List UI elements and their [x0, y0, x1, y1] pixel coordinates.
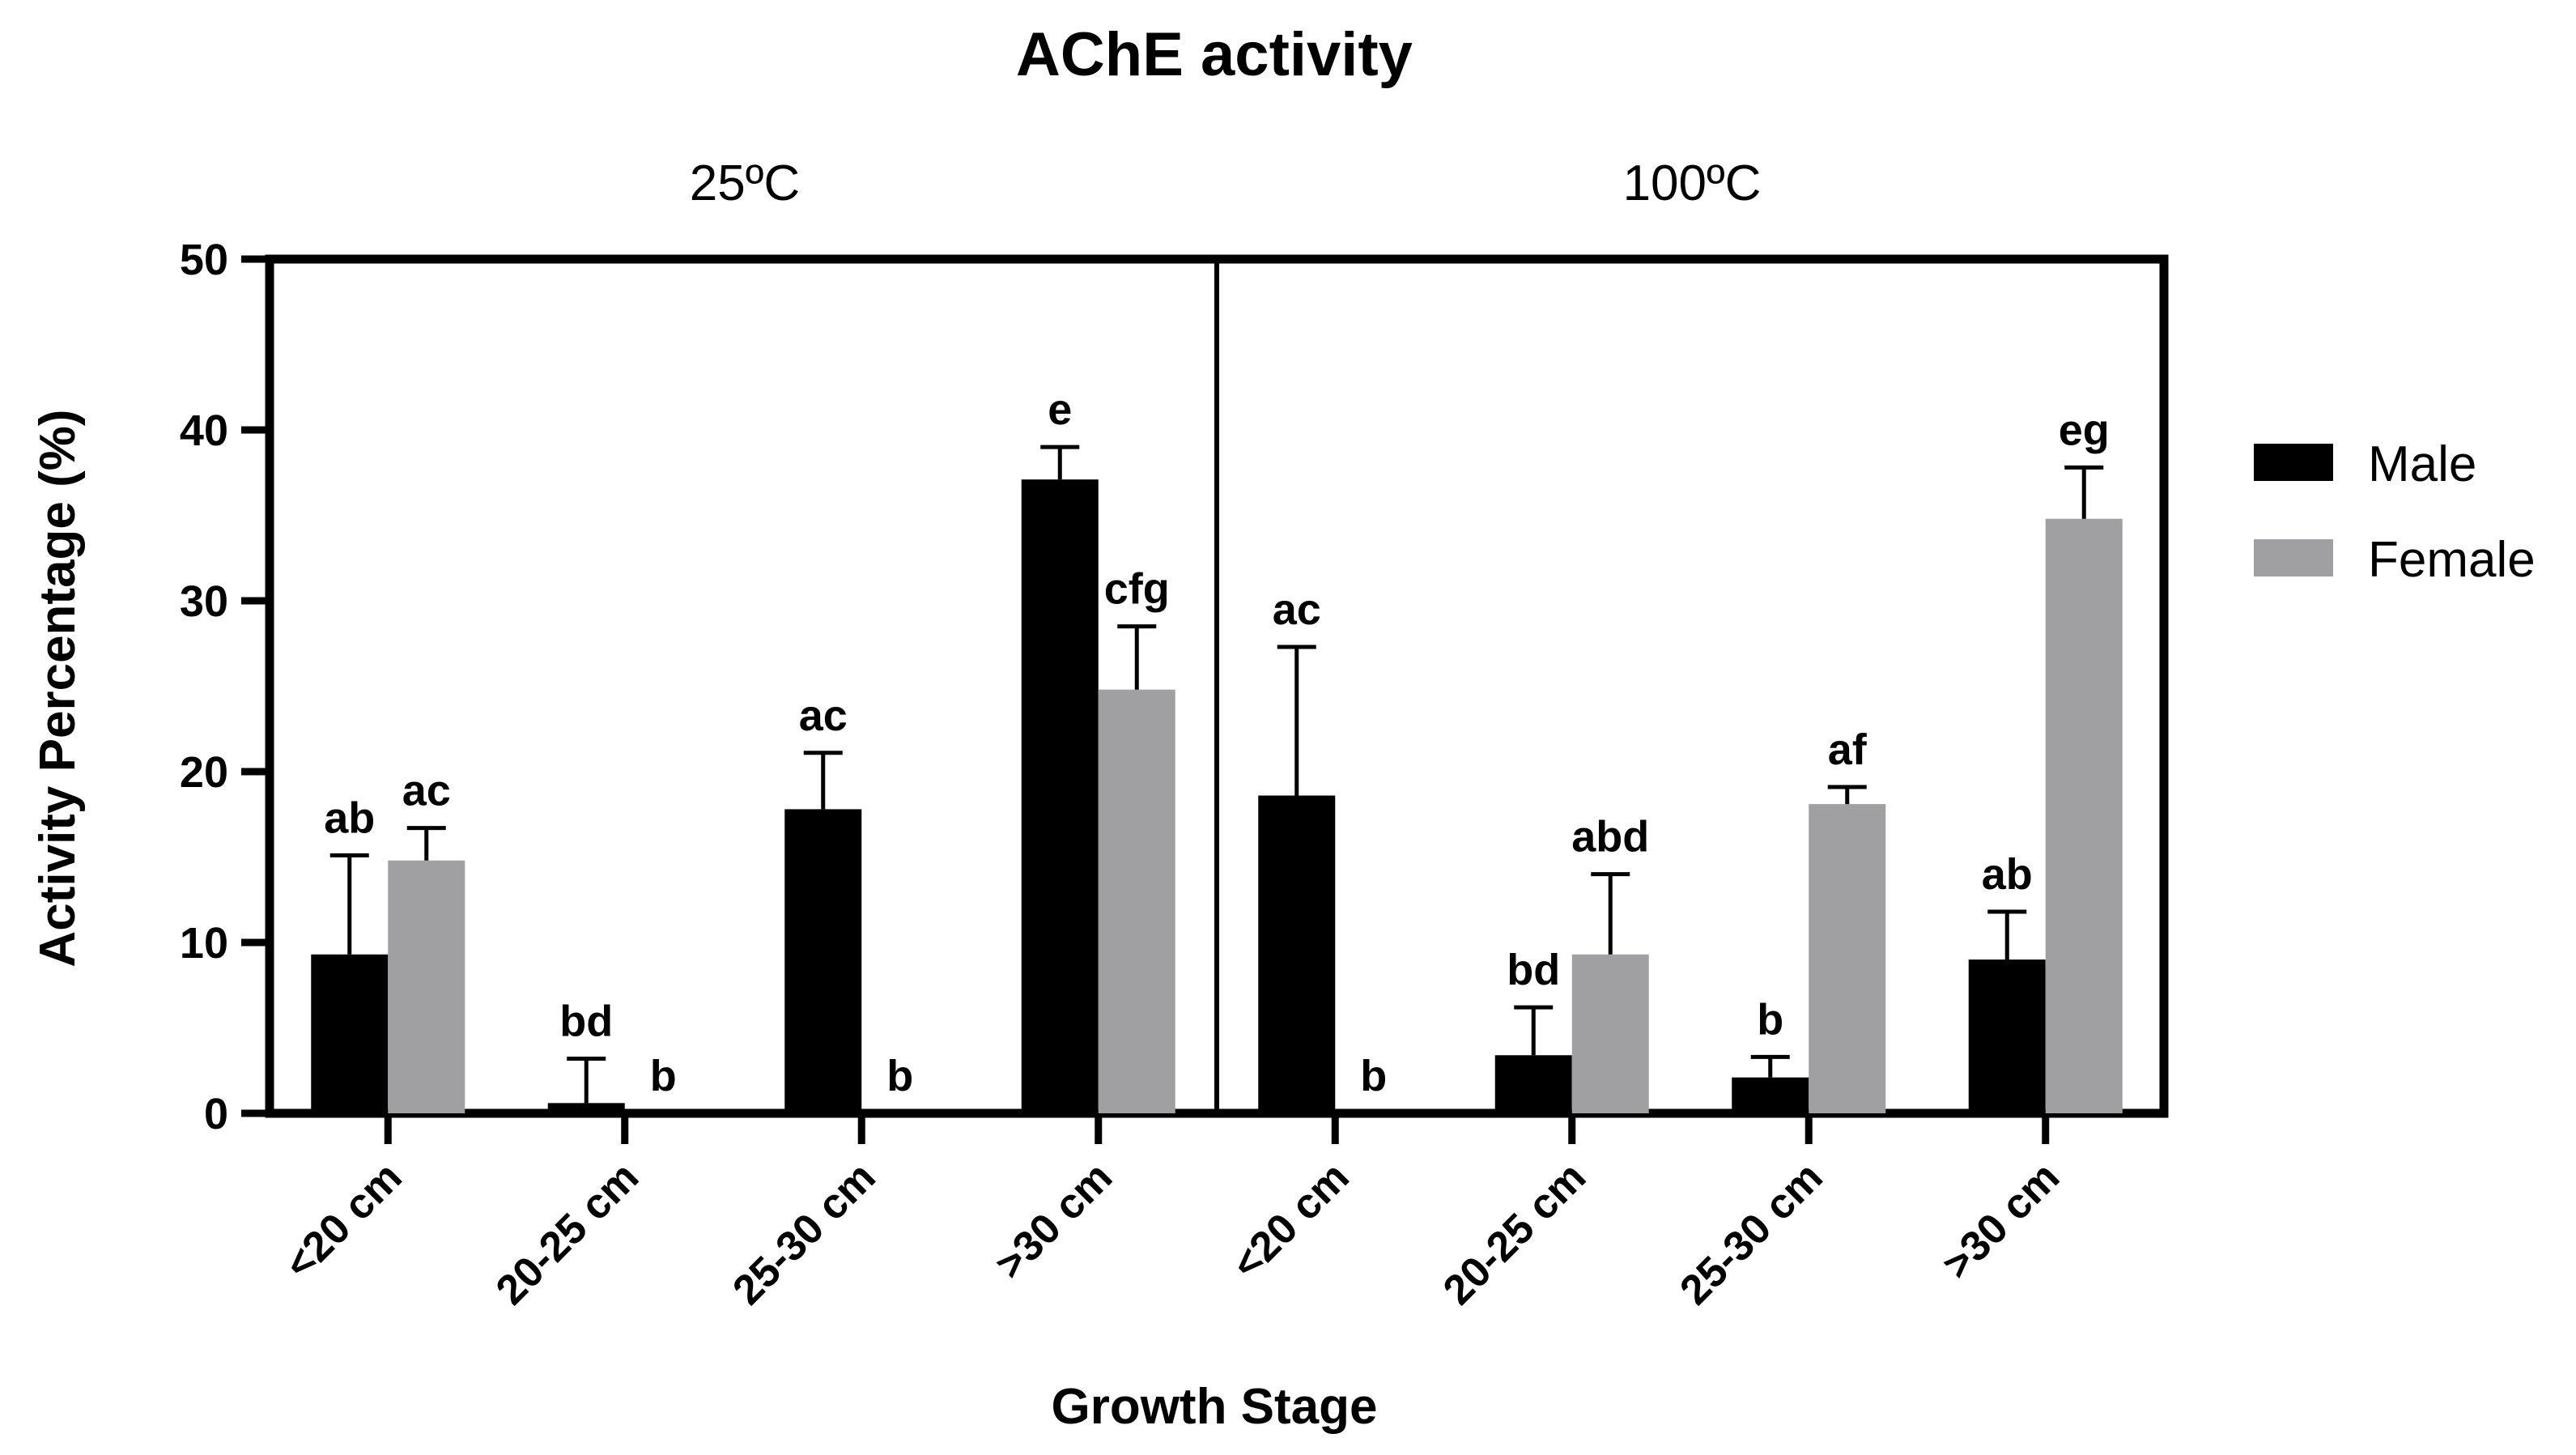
bar-male: [547, 1103, 625, 1113]
bar-male: [1732, 1077, 1809, 1113]
bar-female: [2045, 518, 2123, 1113]
significance-label-female: abd: [1571, 813, 1649, 862]
significance-label-female: b: [886, 1052, 913, 1100]
bar-male: [311, 954, 389, 1113]
bar-male: [1968, 959, 2046, 1113]
y-tick-label: 50: [180, 236, 228, 284]
significance-label-male: ab: [324, 793, 375, 842]
significance-label-female: b: [650, 1052, 677, 1100]
significance-label-male: bd: [1507, 946, 1560, 994]
x-tick-label: 25-30 cm: [1671, 1153, 1831, 1313]
legend-swatch-female: [2254, 539, 2333, 576]
significance-label-male: e: [1048, 385, 1072, 434]
panel-label-100c: 100ºC: [1623, 155, 1762, 211]
bar-male: [1494, 1055, 1572, 1113]
y-tick-label: 30: [180, 577, 228, 626]
bar-female: [1571, 954, 1649, 1113]
x-tick-label: >30 cm: [986, 1153, 1121, 1288]
legend-label-male: Male: [2368, 436, 2476, 492]
significance-label-female: eg: [2059, 406, 2110, 454]
y-tick-label: 10: [180, 919, 228, 968]
chart-title: AChE activity: [1016, 20, 1413, 89]
significance-label-female: b: [1360, 1052, 1387, 1100]
significance-label-male: bd: [559, 997, 613, 1045]
y-tick-label: 20: [180, 748, 228, 797]
legend-swatch-male: [2254, 444, 2333, 481]
significance-label-female: cfg: [1104, 565, 1170, 614]
bar-male: [784, 809, 862, 1113]
significance-label-female: af: [1828, 725, 1868, 774]
legend-label-female: Female: [2368, 532, 2536, 588]
bar-female: [388, 860, 465, 1113]
x-tick-label: 25-30 cm: [724, 1153, 884, 1313]
significance-label-male: b: [1757, 995, 1783, 1044]
y-tick-label: 40: [180, 406, 228, 455]
x-tick-label: <20 cm: [276, 1153, 411, 1288]
significance-label-male: ac: [799, 691, 848, 740]
bar-female: [1098, 689, 1175, 1113]
x-axis-label: Growth Stage: [1051, 1379, 1377, 1435]
x-tick-label: 20-25 cm: [487, 1153, 648, 1313]
x-tick-label: <20 cm: [1223, 1153, 1358, 1288]
significance-label-female: ac: [402, 767, 451, 815]
legend: Male Female: [2254, 436, 2536, 588]
bar-female: [1809, 804, 1886, 1113]
significance-label-male: ab: [1982, 850, 2033, 899]
bar-male: [1021, 479, 1099, 1113]
bar-male: [1258, 795, 1336, 1113]
x-tick-label: >30 cm: [1933, 1153, 2068, 1288]
panel-label-25c: 25ºC: [690, 155, 800, 211]
x-tick-label: 20-25 cm: [1435, 1153, 1595, 1313]
y-tick-label: 0: [204, 1090, 228, 1138]
significance-label-male: ac: [1273, 585, 1321, 634]
y-axis-label: Activity Percentage (%): [30, 409, 86, 967]
